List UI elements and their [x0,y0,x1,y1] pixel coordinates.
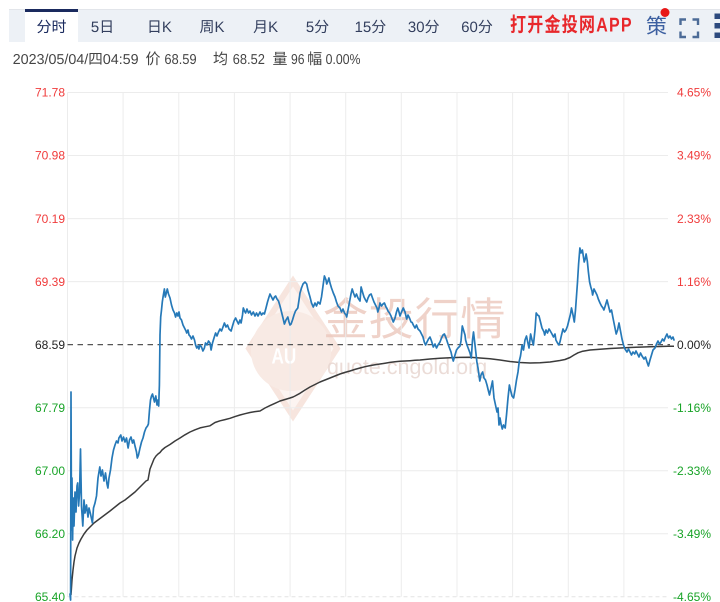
svg-text:-3.49%: -3.49% [673,527,711,541]
svg-text:-2.33%: -2.33% [673,464,711,478]
svg-text:71.78: 71.78 [35,86,65,100]
svg-text:70.19: 70.19 [35,212,65,226]
svg-text:67.79: 67.79 [35,401,65,415]
svg-text:65.40: 65.40 [35,590,65,602]
svg-text:70.98: 70.98 [35,149,65,163]
svg-text:2.33%: 2.33% [677,212,711,226]
svg-text:69.39: 69.39 [35,275,65,289]
svg-text:-4.65%: -4.65% [673,590,711,602]
svg-text:1.16%: 1.16% [677,275,711,289]
svg-text:67.00: 67.00 [35,464,65,478]
svg-text:68.59: 68.59 [35,338,65,352]
svg-text:3.49%: 3.49% [677,149,711,163]
svg-text:66.20: 66.20 [35,527,65,541]
svg-text:4.65%: 4.65% [677,86,711,100]
svg-text:0.00%: 0.00% [677,338,711,352]
svg-text:-1.16%: -1.16% [673,401,711,415]
